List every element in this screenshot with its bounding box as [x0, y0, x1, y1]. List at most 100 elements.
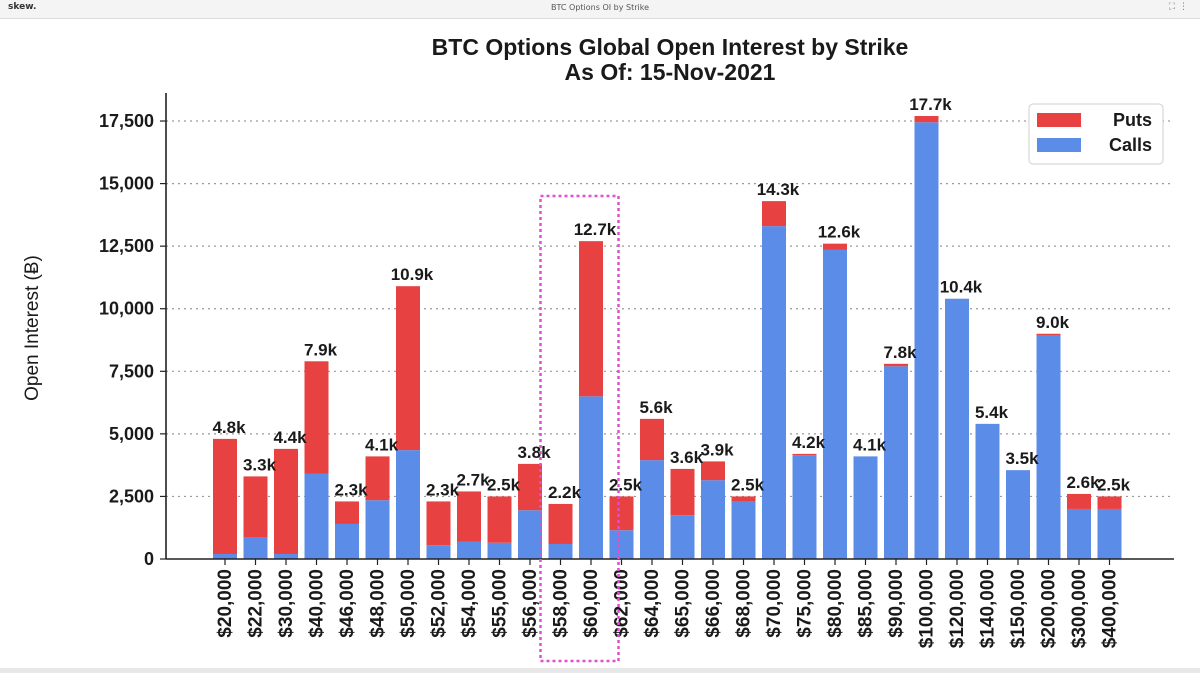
bar-calls	[1036, 335, 1061, 559]
x-tick-label: $50,000	[398, 569, 419, 638]
x-tick-label: $48,000	[368, 569, 389, 638]
y-tick-label: 0	[144, 549, 154, 569]
bar-puts	[1036, 333, 1061, 336]
bar-puts	[365, 456, 390, 501]
data-label: 2.6k	[1066, 473, 1100, 492]
y-tick-label: 7,500	[109, 361, 154, 381]
bar-puts	[670, 468, 695, 516]
bar-puts	[518, 463, 542, 511]
x-tick-label: $58,000	[551, 569, 572, 638]
bar-puts	[701, 461, 725, 481]
bar-puts	[335, 501, 359, 524]
data-label: 2.5k	[609, 475, 643, 494]
data-label: 10.4k	[940, 278, 983, 297]
data-label: 9.0k	[1036, 313, 1070, 332]
bar-puts	[243, 476, 268, 538]
data-label: 14.3k	[757, 180, 800, 199]
brand-logo: skew.	[8, 2, 37, 12]
bar-calls	[1006, 470, 1030, 559]
bar-puts	[792, 453, 817, 456]
x-tick-label: $22,000	[246, 569, 267, 638]
window-title: BTC Options OI by Strike	[551, 3, 649, 12]
bar-calls	[609, 530, 634, 559]
bar-calls	[975, 423, 1000, 559]
bar-calls	[792, 455, 817, 559]
bar-puts	[823, 243, 847, 250]
legend-puts-label: Puts	[1113, 110, 1152, 130]
bar-calls	[365, 500, 390, 559]
x-tick-label: $200,000	[1039, 569, 1060, 648]
x-tick-label: $54,000	[459, 569, 480, 638]
axes	[165, 93, 1174, 560]
bar-puts	[487, 496, 512, 543]
data-label: 5.4k	[975, 403, 1009, 422]
x-tick-label: $56,000	[520, 569, 541, 638]
bar-puts	[548, 503, 573, 544]
data-label: 7.9k	[304, 340, 338, 359]
data-label: 12.6k	[818, 223, 861, 242]
bar-puts	[640, 418, 664, 461]
bar-puts	[609, 496, 634, 531]
expand-icon[interactable]: ⛶	[1168, 2, 1179, 12]
window-controls: ⛶⋮	[1169, 2, 1192, 12]
chart-subtitle: As Of: 15-Nov-2021	[565, 59, 776, 85]
bar-calls	[762, 226, 786, 559]
y-tick-labels: 0 2,500 5,000 7,500 10,000 12,500 15,000 17,500	[99, 111, 166, 569]
legend-calls-label: Calls	[1109, 135, 1152, 155]
bar-calls	[914, 122, 939, 559]
legend: Puts Calls	[1028, 103, 1164, 165]
x-tick-label: $20,000	[215, 569, 236, 638]
bar-calls	[945, 298, 969, 559]
y-tick-label: 15,000	[99, 174, 154, 194]
data-label: 2.3k	[426, 480, 460, 499]
bottom-edge	[0, 668, 1200, 673]
bar-calls	[426, 545, 451, 559]
data-label: 2.5k	[487, 475, 521, 494]
data-label: 7.8k	[883, 343, 917, 362]
data-label: 4.1k	[853, 435, 887, 454]
more-options-icon[interactable]: ⋮	[1179, 2, 1192, 12]
data-label: 2.5k	[1097, 475, 1131, 494]
x-tick-label: $120,000	[947, 569, 968, 648]
bar-calls	[579, 396, 603, 559]
x-tick-label: $66,000	[703, 569, 724, 638]
legend-puts-swatch	[1037, 113, 1081, 127]
data-label: 4.2k	[792, 433, 826, 452]
x-tick-label: $65,000	[673, 569, 694, 638]
data-label: 3.6k	[670, 448, 704, 467]
bar-puts	[213, 438, 237, 554]
bar-calls	[518, 510, 542, 559]
bar-puts	[884, 363, 908, 367]
bar-calls	[487, 542, 512, 559]
bar-puts	[731, 496, 756, 502]
highlight-box-rect	[539, 194, 620, 663]
x-tick-label: $150,000	[1008, 569, 1029, 648]
x-tick-label: $46,000	[337, 569, 358, 638]
bars	[213, 116, 1122, 560]
bar-puts	[1067, 493, 1091, 509]
y-axis-label: Open Interest (Ƀ)	[22, 255, 43, 401]
bar-calls	[548, 543, 573, 559]
data-label: 2.7k	[456, 470, 490, 489]
bar-calls	[243, 537, 268, 559]
bar-calls	[335, 523, 359, 559]
bar-puts	[457, 491, 481, 542]
bar-calls	[213, 553, 237, 559]
bar-calls	[823, 249, 847, 560]
x-tick-label: $64,000	[642, 569, 663, 638]
bar-puts	[304, 361, 329, 474]
bar-calls	[396, 450, 420, 559]
highlight-box	[539, 194, 620, 663]
bar-puts	[914, 116, 939, 123]
data-label: 4.8k	[212, 418, 246, 437]
bar-puts	[579, 241, 603, 397]
x-tick-labels: $20,000 $22,000 $30,000 $40,000 $46,000 $48,0…	[215, 559, 1121, 648]
data-label: 4.1k	[365, 435, 399, 454]
x-tick-label: $400,000	[1100, 569, 1121, 648]
data-label: 4.4k	[273, 428, 307, 447]
bar-calls	[1097, 508, 1122, 559]
y-tick-label: 12,500	[99, 236, 154, 256]
bar-calls	[701, 480, 725, 559]
x-tick-label: $60,000	[581, 569, 602, 638]
x-tick-label: $68,000	[734, 569, 755, 638]
